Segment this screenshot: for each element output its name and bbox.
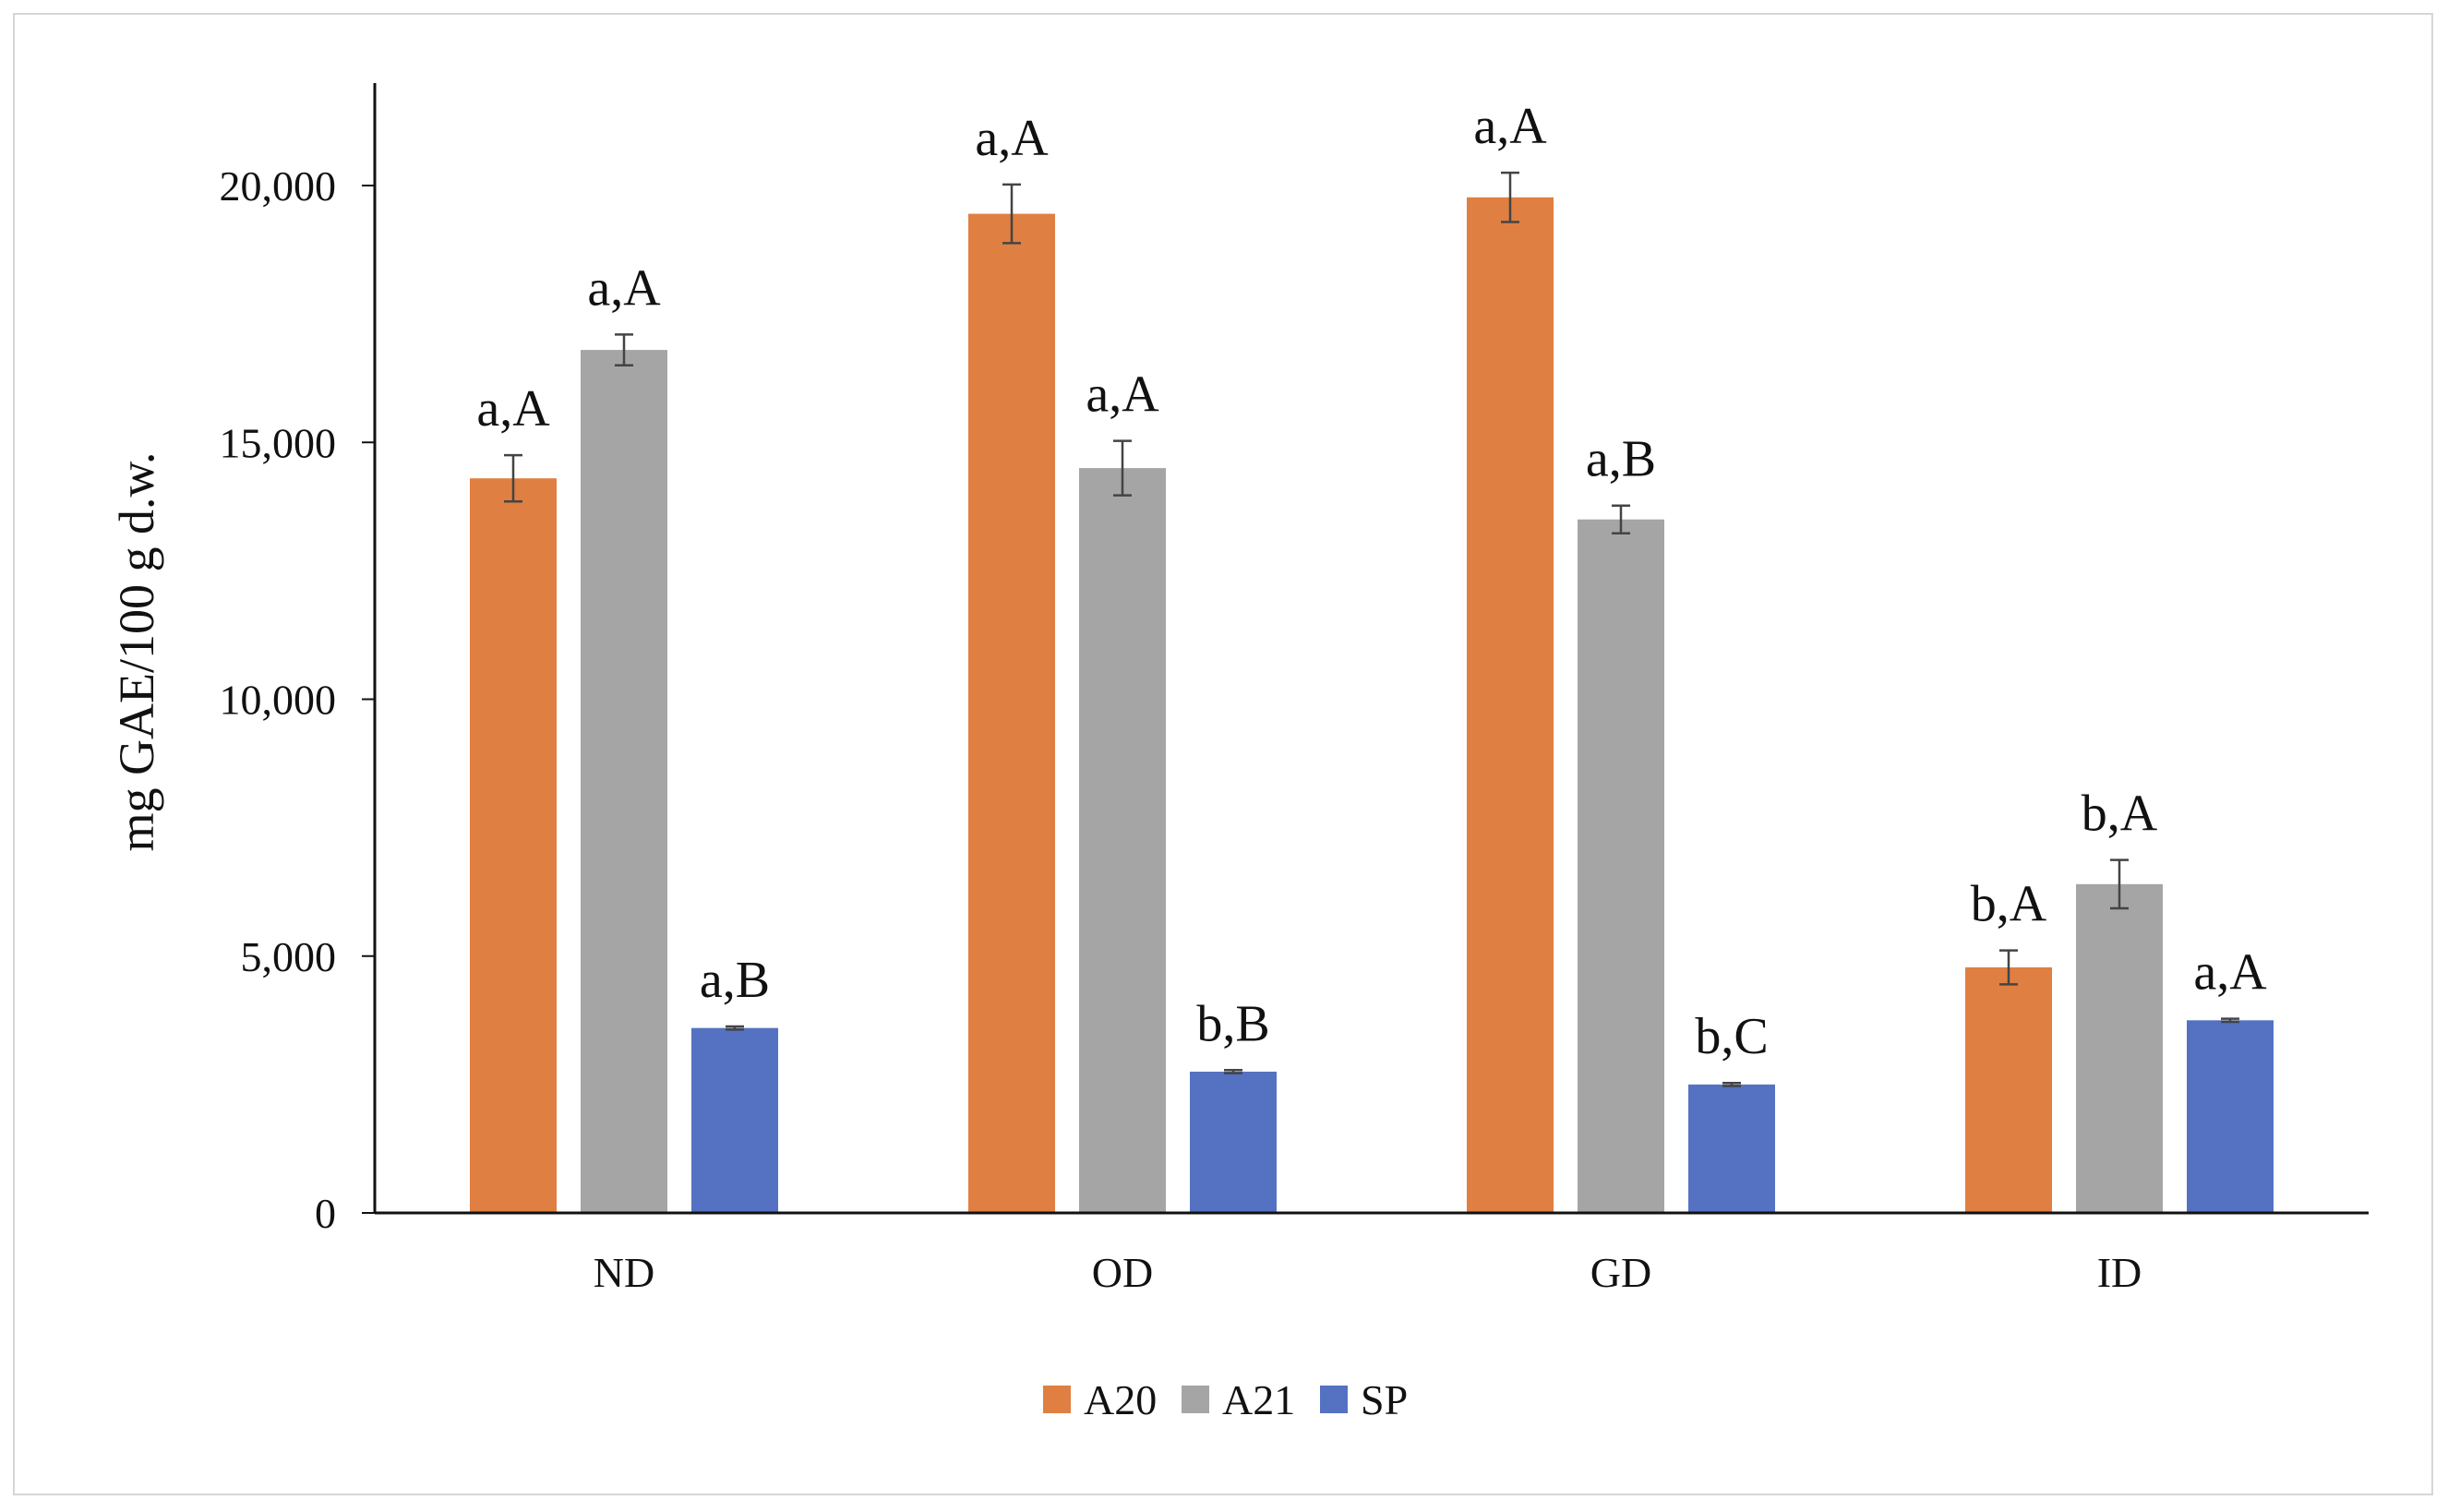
error-bars bbox=[504, 171, 2239, 1087]
significance-label: a,A bbox=[975, 110, 1049, 167]
bar-a20-od bbox=[968, 213, 1055, 1213]
y-tick-label: 10,000 bbox=[220, 677, 337, 724]
significance-label: b,B bbox=[1196, 995, 1269, 1052]
category-labels: ND OD GD ID bbox=[594, 1249, 2142, 1296]
significance-labels: a,A a,A a,B a,A a,A b,B a,A a,B b,C b,A b,A a,A bbox=[476, 98, 2267, 1065]
significance-label: a,A bbox=[1086, 366, 1159, 424]
bar-a21-gd bbox=[1578, 519, 1664, 1213]
significance-label: b,C bbox=[1695, 1008, 1768, 1065]
bar-a20-id bbox=[1965, 966, 2052, 1213]
significance-label: a,B bbox=[700, 952, 770, 1009]
bar-sp-gd bbox=[1688, 1084, 1775, 1213]
y-tick-label: 0 bbox=[315, 1190, 336, 1237]
y-tick-label: 15,000 bbox=[220, 419, 337, 466]
x-category-label: GD bbox=[1590, 1249, 1651, 1296]
y-tick-label: 20,000 bbox=[220, 162, 337, 210]
legend-swatch-a21 bbox=[1182, 1386, 1209, 1413]
x-category-label: ID bbox=[2097, 1249, 2142, 1296]
significance-label: a,A bbox=[1473, 98, 1547, 155]
bars bbox=[470, 197, 2274, 1214]
chart-frame: 0 5,000 10,000 15,000 20,000 a,A a,A a,B a,A a,A… bbox=[13, 13, 2433, 1495]
legend-label-a20: A20 bbox=[1084, 1376, 1157, 1423]
bar-a21-od bbox=[1079, 468, 1166, 1213]
legend-swatch-sp bbox=[1320, 1386, 1348, 1413]
legend-swatch-a20 bbox=[1043, 1386, 1071, 1413]
bar-sp-id bbox=[2187, 1020, 2274, 1213]
x-category-label: ND bbox=[594, 1249, 654, 1296]
legend: A20 A21 SP bbox=[1043, 1376, 1408, 1423]
significance-label: b,A bbox=[2082, 786, 2158, 843]
significance-label: a,A bbox=[587, 259, 661, 317]
legend-label-a21: A21 bbox=[1222, 1376, 1295, 1423]
y-axis-ticks: 0 5,000 10,000 15,000 20,000 bbox=[220, 162, 375, 1237]
x-category-label: OD bbox=[1092, 1249, 1153, 1296]
bar-a21-nd bbox=[581, 350, 667, 1214]
bar-a21-id bbox=[2076, 883, 2163, 1213]
significance-label: b,A bbox=[1971, 876, 2047, 933]
significance-label: a,B bbox=[1586, 431, 1656, 488]
bar-a20-nd bbox=[470, 478, 557, 1213]
y-tick-label: 5,000 bbox=[241, 933, 337, 980]
y-axis-label: mg GAE/100 g d.w. bbox=[109, 452, 164, 852]
significance-label: a,A bbox=[2193, 944, 2267, 1002]
bar-sp-nd bbox=[691, 1027, 778, 1213]
legend-label-sp: SP bbox=[1361, 1376, 1408, 1423]
bar-sp-od bbox=[1190, 1071, 1277, 1213]
significance-label: a,A bbox=[476, 380, 550, 438]
bar-a20-gd bbox=[1467, 197, 1554, 1213]
